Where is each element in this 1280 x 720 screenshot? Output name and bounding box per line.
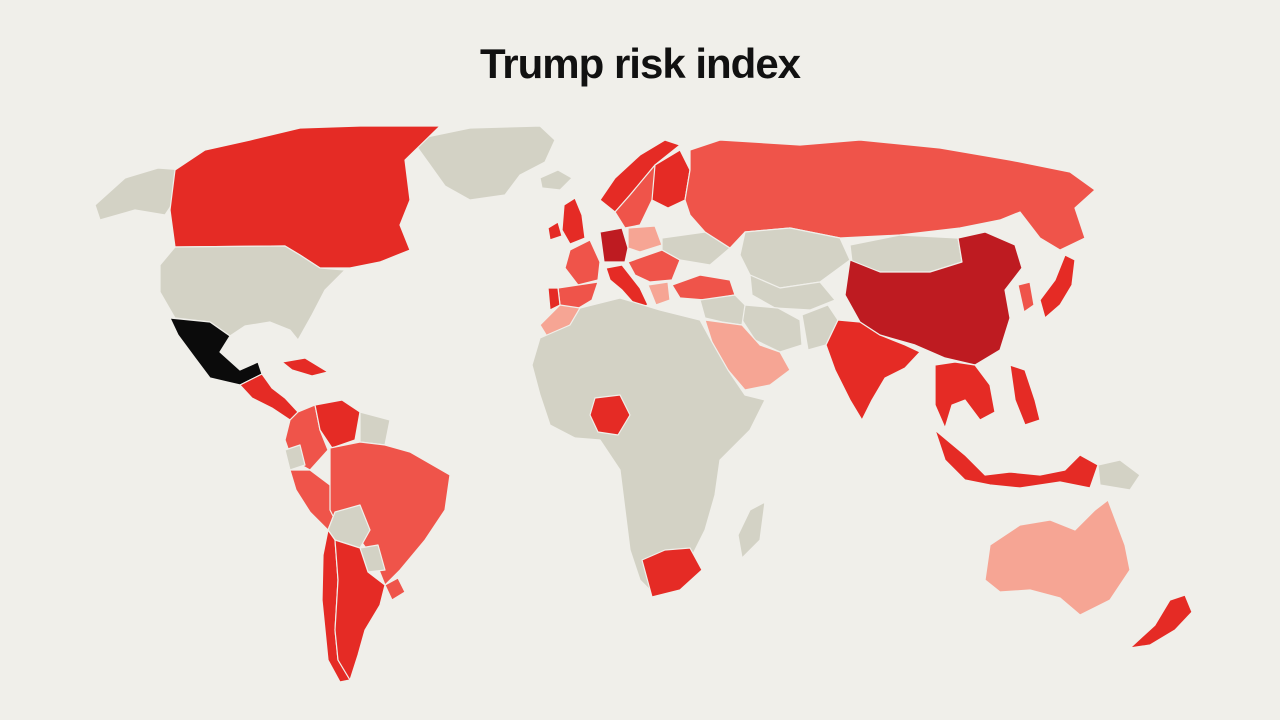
- region-poland: [627, 225, 663, 253]
- region-uruguay: [384, 577, 406, 601]
- region-greenland: [411, 125, 556, 201]
- region-russia: [684, 139, 1096, 251]
- map-title: Trump risk index: [479, 40, 801, 87]
- region-nigeria: [589, 394, 631, 436]
- region-ireland: [547, 221, 563, 241]
- region-argentina: [334, 539, 386, 681]
- region-mexico: [169, 317, 263, 386]
- region-ecuador: [284, 444, 306, 471]
- region-venezuela: [314, 399, 361, 449]
- region-australia: [984, 499, 1131, 616]
- region-indonesia: [934, 429, 1099, 489]
- region-papua-new-guinea: [1097, 459, 1141, 491]
- region-china: [844, 231, 1023, 366]
- region-philippines: [1009, 364, 1041, 426]
- region-africa: [531, 297, 766, 596]
- region-korea: [1017, 281, 1035, 313]
- region-iran: [741, 304, 803, 353]
- region-united-kingdom: [561, 197, 586, 245]
- region-greece: [647, 281, 671, 306]
- region-peru: [289, 469, 336, 531]
- region-central-america: [239, 373, 299, 421]
- region-madagascar: [737, 501, 766, 559]
- region-united-states: [159, 245, 346, 341]
- region-southeast-asia: [934, 361, 996, 429]
- region-central-asia: [749, 274, 836, 311]
- region-france: [564, 239, 601, 286]
- region-cuba: [281, 357, 329, 377]
- region-guianas: [359, 411, 391, 446]
- region-south-africa: [641, 547, 703, 598]
- region-iceland: [539, 169, 573, 191]
- region-japan: [1039, 254, 1076, 319]
- region-germany: [599, 227, 629, 263]
- region-new-zealand: [1129, 594, 1193, 649]
